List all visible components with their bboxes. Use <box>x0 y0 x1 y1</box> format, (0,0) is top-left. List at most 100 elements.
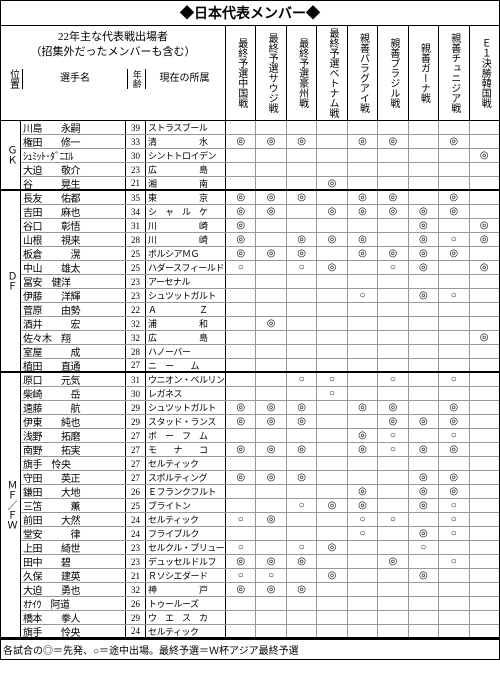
player-name: 上田 綺世 <box>21 541 126 554</box>
match-mark <box>317 597 347 610</box>
match-mark <box>287 177 317 189</box>
player-age: 23 <box>126 275 146 288</box>
roster-table: ◆日本代表メンバー◆ 22年主な代表戦出場者 （招集外だったメンバーも含む） 位… <box>0 0 500 660</box>
match-mark: ○ <box>226 513 256 526</box>
player-name: 谷口 彰悟 <box>21 219 126 232</box>
match-mark <box>348 261 378 274</box>
player-age: 21 <box>126 177 146 189</box>
match-mark <box>287 219 317 232</box>
match-mark <box>348 219 378 232</box>
match-mark <box>256 289 286 302</box>
player-age: 27 <box>126 471 146 484</box>
player-name: 前田 大然 <box>21 513 126 526</box>
match-mark: ○ <box>378 443 408 456</box>
match-mark <box>317 443 347 456</box>
match-mark <box>348 625 378 637</box>
match-mark <box>256 499 286 512</box>
player-name: 柴崎 岳 <box>21 387 126 400</box>
player-age: 26 <box>126 597 146 610</box>
match-mark: ◎ <box>317 569 347 582</box>
match-mark: ○ <box>348 513 378 526</box>
match-mark: ◎ <box>348 205 378 218</box>
match-mark: ◎ <box>409 415 439 428</box>
player-team: ブライトン <box>146 499 226 512</box>
match-mark <box>226 625 256 637</box>
match-mark: ◎ <box>348 443 378 456</box>
match-mark: ◎ <box>409 527 439 540</box>
player-name: 浅野 拓磨 <box>21 429 126 442</box>
match-mark <box>348 597 378 610</box>
match-mark <box>378 359 408 371</box>
match-mark <box>256 597 286 610</box>
match-mark <box>470 121 499 134</box>
match-mark <box>409 149 439 162</box>
match-mark <box>470 625 499 637</box>
player-team: アーセナル <box>146 275 226 288</box>
match-mark <box>317 527 347 540</box>
match-mark <box>439 345 469 358</box>
match-mark <box>409 303 439 316</box>
player-team: セルティック <box>146 457 226 470</box>
match-mark <box>348 583 378 596</box>
player-team: フライブルク <box>146 527 226 540</box>
player-age: 28 <box>126 233 146 246</box>
match-mark: ◎ <box>317 177 347 189</box>
player-row: 旗手 怜央24セルティック <box>21 625 499 639</box>
match-mark: ◎ <box>256 401 286 414</box>
player-team: セルティック <box>146 513 226 526</box>
match-mark <box>348 387 378 400</box>
match-mark <box>439 597 469 610</box>
match-mark <box>409 331 439 344</box>
player-age: 25 <box>126 247 146 260</box>
match-mark <box>378 527 408 540</box>
player-name: 堂安 律 <box>21 527 126 540</box>
match-mark <box>226 387 256 400</box>
match-mark <box>348 303 378 316</box>
match-mark <box>287 303 317 316</box>
match-mark <box>317 611 347 624</box>
match-mark <box>470 177 499 189</box>
subtitle-2: （招集外だったメンバーも含む） <box>3 45 223 60</box>
match-header: 最終予選豪州戦 <box>287 26 317 120</box>
match-mark <box>409 121 439 134</box>
match-mark <box>470 513 499 526</box>
player-row: 谷 晃生21湘 南◎ <box>21 177 499 191</box>
match-mark <box>317 331 347 344</box>
match-mark <box>470 429 499 442</box>
match-mark <box>439 569 469 582</box>
player-age: 23 <box>126 289 146 302</box>
match-mark <box>439 583 469 596</box>
player-age: 29 <box>126 415 146 428</box>
match-mark: ◎ <box>256 191 286 204</box>
match-mark: ◎ <box>409 205 439 218</box>
subtitle-block: 22年主な代表戦出場者 （招集外だったメンバーも含む） 位置 選手名 年齢 現在… <box>1 26 226 120</box>
match-mark: ◎ <box>256 513 286 526</box>
match-mark: ◎ <box>256 583 286 596</box>
player-team: モ ナ コ <box>146 443 226 456</box>
player-name: 橋本 拳人 <box>21 611 126 624</box>
match-mark <box>439 219 469 232</box>
match-mark <box>226 345 256 358</box>
player-name: 旗手 怜央 <box>21 625 126 637</box>
player-name: 原口 元気 <box>21 373 126 386</box>
match-mark: ◎ <box>348 233 378 246</box>
player-team: トゥールーズ <box>146 597 226 610</box>
match-mark: ◎ <box>348 247 378 260</box>
match-mark <box>378 541 408 554</box>
match-mark <box>409 373 439 386</box>
player-team: シ ャ ル ケ <box>146 205 226 218</box>
player-age: 39 <box>126 121 146 134</box>
match-mark <box>226 429 256 442</box>
match-mark: ○ <box>226 569 256 582</box>
match-mark <box>287 163 317 176</box>
player-age: 23 <box>126 555 146 568</box>
player-name: 室屋 成 <box>21 345 126 358</box>
player-age: 27 <box>126 429 146 442</box>
match-mark <box>470 471 499 484</box>
match-mark <box>287 275 317 288</box>
match-mark: ◎ <box>287 233 317 246</box>
match-mark: ◎ <box>226 233 256 246</box>
match-mark <box>317 471 347 484</box>
player-name: 伊東 純也 <box>21 415 126 428</box>
player-team: ボ ー フ ム <box>146 429 226 442</box>
